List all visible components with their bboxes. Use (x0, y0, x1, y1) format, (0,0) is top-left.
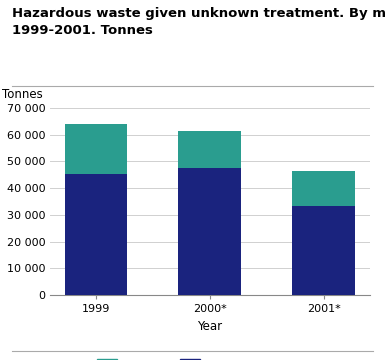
Text: Hazardous waste given unknown treatment. By material.
1999-2001. Tonnes: Hazardous waste given unknown treatment.… (12, 7, 385, 37)
Bar (293, 206, 355, 295)
Bar (179, 131, 241, 168)
X-axis label: Year: Year (197, 320, 223, 333)
Bar (65, 124, 127, 174)
Bar (179, 168, 241, 295)
Bar (65, 174, 127, 295)
Legend: Other, Waste containing oil: Other, Waste containing oil (92, 353, 328, 360)
Text: Tonnes: Tonnes (2, 87, 43, 100)
Bar (293, 171, 355, 206)
